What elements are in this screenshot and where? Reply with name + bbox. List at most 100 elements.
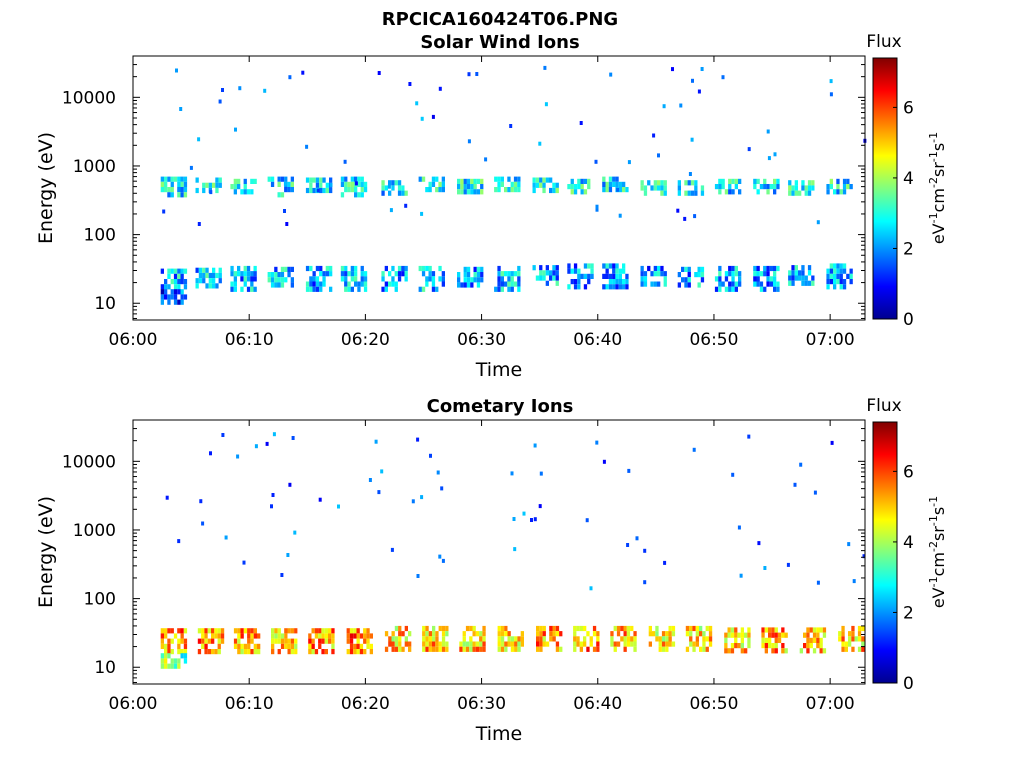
flux-cell: [552, 182, 556, 188]
count-pixel: [627, 160, 631, 165]
flux-cell: [833, 189, 837, 195]
flux-cell: [555, 641, 560, 647]
flux-cell: [422, 631, 426, 637]
flux-cell: [648, 641, 652, 647]
flux-cell: [480, 266, 484, 272]
flux-cell: [671, 631, 676, 637]
flux-cell: [217, 628, 221, 634]
flux-cell: [769, 265, 773, 272]
flux-cell: [861, 641, 865, 647]
flux-cell: [218, 272, 222, 279]
count-pixel: [618, 213, 622, 218]
flux-cell: [183, 181, 188, 187]
flux-cell: [428, 276, 432, 282]
count-pixel: [270, 504, 273, 509]
count-pixel: [283, 181, 287, 186]
flux-cell: [724, 276, 729, 282]
flux-cell: [476, 189, 481, 195]
flux-cell: [428, 265, 432, 272]
flux-cell: [545, 270, 549, 276]
flux-cell: [653, 265, 657, 272]
sparse-counts: [165, 432, 866, 591]
flux-cell: [237, 633, 241, 639]
flux-cell: [833, 284, 837, 290]
flux-cell: [201, 638, 205, 644]
count-pixel: [197, 137, 201, 142]
count-pixel: [436, 470, 440, 475]
flux-cell: [513, 176, 518, 182]
flux-cell: [613, 646, 617, 652]
flux-cell: [438, 276, 442, 282]
count-pixel: [852, 579, 856, 584]
flux-cell: [605, 187, 609, 193]
flux-cell: [397, 180, 402, 186]
flux-cell: [271, 628, 275, 634]
flux-cell: [404, 265, 408, 272]
flux-cell: [801, 275, 805, 281]
flux-cell: [466, 266, 471, 272]
flux-cell: [857, 625, 862, 632]
flux-cell: [237, 643, 241, 649]
flux-cell: [312, 177, 316, 183]
flux-cell: [791, 265, 795, 271]
flux-cell: [346, 633, 350, 639]
flux-cell: [510, 286, 514, 292]
count-pixel: [265, 441, 269, 446]
flux-cell: [536, 636, 540, 642]
flux-cell: [177, 284, 181, 290]
flux-cell: [740, 643, 744, 649]
flux-cell: [287, 187, 291, 193]
flux-cell: [401, 271, 405, 277]
flux-cell: [623, 641, 627, 647]
flux-cell: [542, 187, 546, 194]
flux-cell: [391, 185, 395, 191]
flux-cell: [319, 177, 323, 183]
flux-cell: [287, 266, 291, 272]
flux-cell: [215, 177, 219, 183]
flux-cell: [230, 286, 234, 292]
flux-cell: [692, 646, 696, 652]
count-pixel: [429, 453, 432, 458]
flux-cell: [616, 631, 621, 637]
flux-cell: [294, 643, 298, 649]
flux-cell: [697, 272, 701, 278]
flux-cell: [583, 284, 588, 290]
flux-cell: [271, 638, 275, 644]
x-axis: 06:00 06:10 06:20 06:30 06:40 06:50 07:00: [109, 420, 855, 714]
flux-cell: [211, 628, 215, 634]
count-pixel: [862, 554, 866, 559]
flux-cell: [549, 270, 553, 276]
flux-cell: [435, 176, 439, 182]
flux-cell: [702, 636, 706, 642]
flux-cell: [539, 631, 543, 637]
flux-cell: [552, 265, 556, 271]
colorbar-unit-label: eV-1cm-2sr-1s-1: [927, 496, 948, 608]
flux-cell: [277, 272, 281, 278]
flux-cell: [408, 631, 412, 637]
flux-cell: [602, 181, 606, 187]
flux-cell: [284, 266, 288, 272]
flux-cell: [250, 189, 254, 195]
count-pixel: [643, 548, 647, 553]
flux-cell: [431, 181, 436, 187]
count-pixel: [737, 525, 741, 530]
flux-cell: [397, 271, 402, 277]
flux-cell: [479, 646, 483, 652]
flux-cell: [344, 271, 348, 277]
flux-cell: [363, 633, 367, 639]
count-pixel: [354, 181, 358, 186]
flux-cell: [204, 643, 208, 649]
flux-cell: [308, 649, 312, 655]
count-pixel: [197, 222, 201, 226]
flux-cell: [422, 646, 426, 652]
x-tick-label: 06:50: [689, 694, 738, 714]
flux-cell: [312, 286, 316, 292]
flux-cell: [580, 178, 584, 184]
flux-cell: [344, 281, 348, 287]
flux-cell: [421, 265, 426, 272]
flux-cell: [806, 627, 810, 633]
flux-cell: [612, 284, 616, 290]
flux-cell: [602, 284, 606, 290]
flux-cell: [280, 643, 285, 649]
flux-cell: [658, 641, 662, 647]
